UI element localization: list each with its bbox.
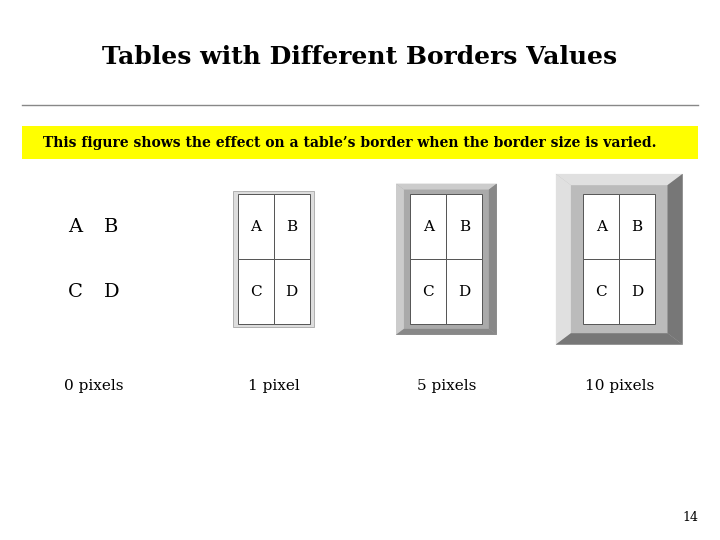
Polygon shape (396, 184, 404, 335)
Polygon shape (489, 184, 497, 335)
Bar (556, 174, 683, 345)
Text: 10 pixels: 10 pixels (585, 379, 654, 393)
Bar (238, 194, 274, 259)
Text: 0 pixels: 0 pixels (64, 379, 123, 393)
Bar (238, 259, 274, 324)
Text: A: A (595, 220, 607, 234)
Bar (446, 194, 482, 259)
Bar (619, 194, 655, 259)
Polygon shape (667, 174, 683, 345)
Bar (410, 194, 446, 259)
Text: This figure shows the effect on a table’s border when the border size is varied.: This figure shows the effect on a table’… (43, 136, 657, 150)
Text: D: D (631, 285, 644, 299)
Text: 1 pixel: 1 pixel (248, 379, 300, 393)
Text: C: C (423, 285, 434, 299)
Bar (446, 259, 482, 324)
Text: Tables with Different Borders Values: Tables with Different Borders Values (102, 45, 618, 69)
Text: A: A (250, 220, 261, 234)
Text: 5 pixels: 5 pixels (417, 379, 476, 393)
Text: C: C (595, 285, 607, 299)
Bar (233, 191, 314, 327)
Text: 14: 14 (683, 511, 698, 524)
Polygon shape (556, 174, 571, 345)
Text: B: B (631, 220, 643, 234)
Polygon shape (396, 184, 497, 190)
Bar (583, 194, 619, 259)
Text: A: A (68, 218, 83, 236)
Bar (583, 259, 619, 324)
Polygon shape (396, 329, 497, 335)
Bar (410, 259, 446, 324)
Text: D: D (285, 285, 298, 299)
Text: B: B (459, 220, 470, 234)
Bar (274, 194, 310, 259)
Text: D: D (104, 282, 120, 301)
Text: B: B (104, 218, 119, 236)
Bar (396, 184, 497, 335)
Bar (22, 126, 698, 159)
Bar (619, 259, 655, 324)
Text: C: C (250, 285, 261, 299)
Polygon shape (556, 174, 683, 185)
Text: A: A (423, 220, 434, 234)
Bar (274, 259, 310, 324)
Text: D: D (458, 285, 471, 299)
Polygon shape (556, 333, 683, 345)
Text: C: C (68, 282, 83, 301)
Text: B: B (286, 220, 297, 234)
